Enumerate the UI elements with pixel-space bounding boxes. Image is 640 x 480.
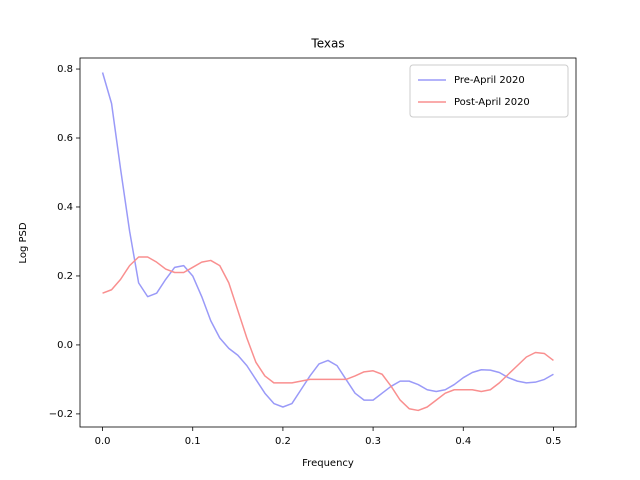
y-tick-label: 0.6 xyxy=(57,133,73,144)
y-tick-label: 0.0 xyxy=(57,340,73,351)
chart-title: Texas xyxy=(310,37,344,51)
y-tick-label: 0.8 xyxy=(57,64,73,75)
legend-box xyxy=(409,64,569,118)
y-tick-label: 0.4 xyxy=(57,202,73,213)
y-tick-label: 0.2 xyxy=(57,271,73,282)
x-tick-label: 0.1 xyxy=(185,436,201,447)
series-line xyxy=(101,72,554,408)
x-tick-label: 0.2 xyxy=(275,436,291,447)
series-line xyxy=(102,256,554,412)
legend-label: Pre-April 2020 xyxy=(454,75,525,86)
x-tick-label: 0.0 xyxy=(95,436,111,447)
plot-frame xyxy=(79,57,577,428)
x-tick-label: 0.5 xyxy=(546,436,562,447)
y-tick-label: −0.2 xyxy=(49,409,73,420)
y-axis-label: Log PSD xyxy=(18,222,29,263)
x-axis-label: Frequency xyxy=(302,458,354,469)
legend-label: Post-April 2020 xyxy=(454,97,530,108)
x-tick-label: 0.4 xyxy=(455,436,471,447)
x-tick-label: 0.3 xyxy=(365,436,381,447)
